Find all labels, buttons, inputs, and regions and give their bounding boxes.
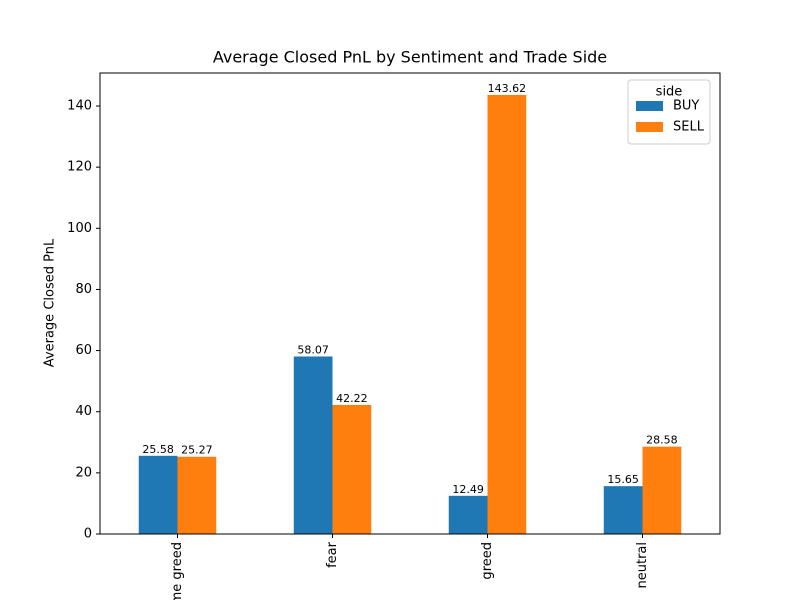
bar — [448, 495, 488, 534]
bar — [138, 455, 178, 534]
bar — [293, 356, 333, 534]
y-tick-label: 60 — [75, 343, 92, 358]
y-tick-label: 40 — [75, 404, 92, 419]
value-label: 143.62 — [488, 82, 527, 95]
legend-label: BUY — [673, 99, 699, 114]
value-label: 58.07 — [297, 343, 329, 356]
x-tick-label: greed — [480, 542, 495, 580]
bar — [487, 94, 527, 535]
value-label: 25.58 — [142, 443, 174, 456]
x-tick-label: neutral — [635, 542, 650, 589]
x-tick-label: extreme greed — [170, 542, 185, 600]
bar — [177, 456, 217, 534]
x-tick-label: fear — [325, 541, 340, 568]
value-label: 28.58 — [646, 434, 678, 447]
y-axis-label: Average Closed PnL — [43, 238, 58, 367]
y-tick-label: 0 — [84, 527, 92, 542]
value-label: 42.22 — [336, 392, 368, 405]
legend-label: SELL — [673, 120, 705, 135]
y-tick-label: 100 — [67, 221, 92, 236]
y-tick-label: 140 — [67, 99, 92, 114]
value-label: 15.65 — [607, 473, 639, 486]
legend-title: side — [656, 85, 683, 100]
plot-frame — [99, 72, 721, 535]
bar — [603, 486, 643, 534]
value-label: 25.27 — [181, 444, 213, 457]
y-tick-label: 20 — [75, 465, 92, 480]
chart-title: Average Closed PnL by Sentiment and Trad… — [213, 48, 607, 67]
bar — [642, 446, 682, 534]
y-tick-label: 80 — [75, 282, 92, 297]
y-tick-label: 120 — [67, 160, 92, 175]
value-label: 12.49 — [452, 483, 484, 496]
bar — [332, 404, 372, 534]
legend-swatch — [636, 101, 663, 111]
legend-swatch — [636, 122, 663, 132]
